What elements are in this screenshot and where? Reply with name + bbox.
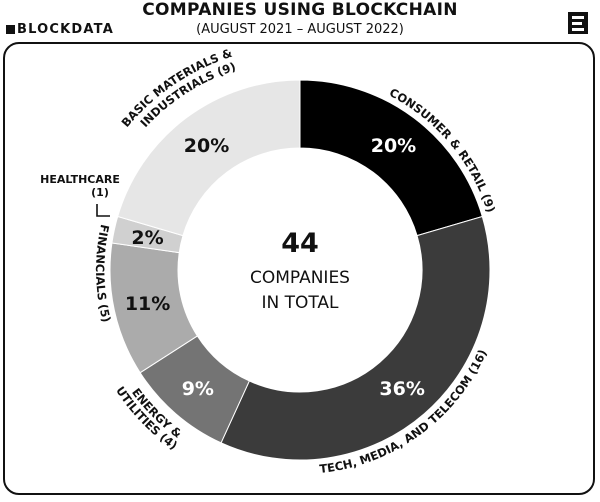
donut-slice [117,79,301,237]
chart-frame [3,42,595,495]
center-label-line2: IN TOTAL [261,293,339,313]
slice-percent-label: 2% [131,227,163,249]
center-total-value: 44 [281,228,319,259]
corner-logo-icon [568,12,588,34]
slice-label-healthcare-count: (1) [91,186,109,199]
slice-percent-label: 9% [182,378,214,400]
slice-percent-label: 20% [184,135,229,157]
slice-percent-label: 11% [125,293,170,315]
slice-percent-label: 20% [371,135,416,157]
brand-logo: BLOCKDATA [6,22,114,37]
center-label-line1: COMPANIES [250,268,350,288]
chart-title: COMPANIES USING BLOCKCHAIN [142,0,458,20]
chart-subtitle: (AUGUST 2021 – AUGUST 2022) [196,22,404,37]
donut-slice [299,79,483,237]
healthcare-leader-line [96,204,110,217]
slice-percent-label: 36% [379,378,424,400]
slice-label-healthcare: HEALTHCARE [40,173,120,186]
brand-square-icon [6,25,15,34]
donut-slice [220,215,491,461]
brand-name: BLOCKDATA [17,22,114,37]
